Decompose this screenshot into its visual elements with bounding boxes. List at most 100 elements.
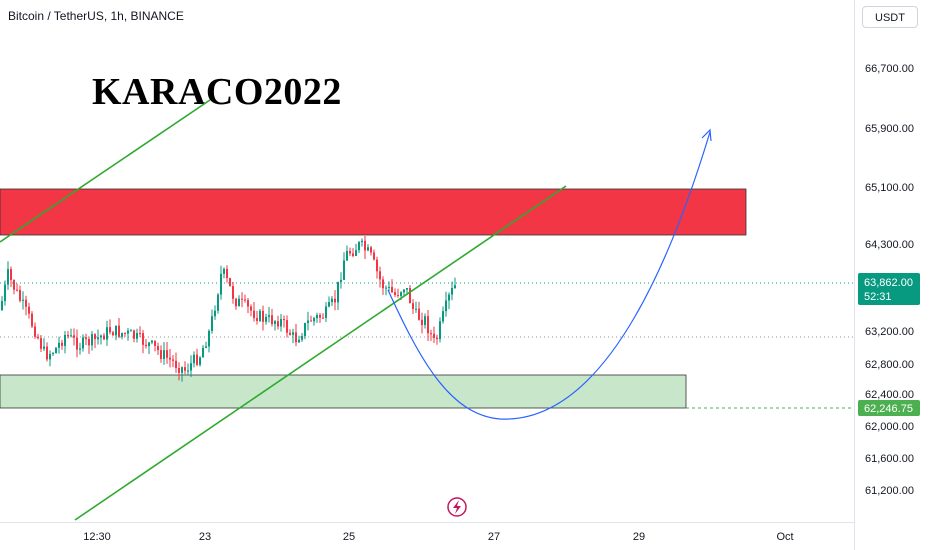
candle-body xyxy=(73,335,75,338)
candle-body xyxy=(259,310,261,321)
candle-body xyxy=(427,316,429,334)
candle-body xyxy=(292,332,294,335)
candle-body xyxy=(223,268,225,274)
candle-body xyxy=(310,320,312,322)
candle-body xyxy=(364,240,366,251)
candle-body xyxy=(4,284,6,302)
candle-body xyxy=(208,330,210,347)
time-tick-label: Oct xyxy=(776,531,793,543)
projection-curve[interactable] xyxy=(387,131,711,420)
candle-body xyxy=(235,298,237,307)
candle-body xyxy=(61,342,63,346)
time-tick-label: 12:30 xyxy=(83,531,111,543)
candle-body xyxy=(136,333,138,339)
candle-body xyxy=(187,370,189,372)
candle-body xyxy=(118,325,120,337)
candle-body xyxy=(175,360,177,369)
candle-body xyxy=(265,316,267,322)
time-tick-label: 25 xyxy=(343,531,355,543)
candle-body xyxy=(64,334,66,346)
projection-arrowhead xyxy=(701,128,712,142)
candle-body xyxy=(394,292,396,295)
candle-body xyxy=(271,315,273,325)
candle-body xyxy=(121,332,123,337)
candle-body xyxy=(172,359,174,361)
candle-body xyxy=(94,334,96,340)
candle-body xyxy=(226,268,228,279)
candle-body xyxy=(178,368,180,373)
price-tick-label: 65,100.00 xyxy=(865,182,914,194)
upper-trendline[interactable] xyxy=(0,99,211,243)
candle-body xyxy=(151,340,153,343)
candle-body xyxy=(46,346,48,360)
candle-body xyxy=(184,367,186,371)
candle-body xyxy=(103,335,105,340)
symbol-header[interactable]: Bitcoin / TetherUS, 1h, BINANCE xyxy=(8,9,184,23)
countdown-label: 52:31 xyxy=(864,291,892,303)
candle-body xyxy=(361,240,363,243)
candle-body xyxy=(148,342,150,347)
candle-body xyxy=(409,287,411,304)
currency-button[interactable]: USDT xyxy=(862,6,918,28)
candle-body xyxy=(181,367,183,373)
candle-body xyxy=(352,253,354,256)
candle-body xyxy=(424,316,426,326)
candle-body xyxy=(370,247,372,253)
candle-body xyxy=(262,310,264,322)
time-tick-label: 27 xyxy=(488,531,500,543)
candle-body xyxy=(91,334,93,346)
price-tick-label: 61,200.00 xyxy=(865,485,914,497)
candle-body xyxy=(319,314,321,318)
candle-body xyxy=(448,294,450,301)
candle-body xyxy=(232,286,234,299)
candle-body xyxy=(436,337,438,340)
lightning-icon[interactable] xyxy=(447,497,467,517)
candle-body xyxy=(334,298,336,303)
candle-body xyxy=(199,357,201,365)
candle-body xyxy=(301,336,303,340)
candle-body xyxy=(25,299,27,307)
candle-body xyxy=(220,273,222,295)
candle-body xyxy=(340,279,342,282)
candle-body xyxy=(418,308,420,320)
candle-body xyxy=(154,340,156,347)
candle-body xyxy=(115,325,117,336)
candle-body xyxy=(10,269,12,281)
level-price-label: 62,246.75 xyxy=(864,403,913,415)
candle-body xyxy=(382,279,384,289)
candles-group xyxy=(1,236,456,382)
price-tick-label: 63,200.00 xyxy=(865,326,914,338)
time-tick-label: 29 xyxy=(633,531,645,543)
candle-body xyxy=(346,251,348,261)
resistance-zone[interactable] xyxy=(0,188,747,236)
candle-body xyxy=(211,316,213,331)
candle-body xyxy=(193,354,195,364)
price-tick-label: 62,000.00 xyxy=(865,421,914,433)
candle-body xyxy=(445,300,447,312)
time-axis[interactable]: 12:30 23 25 27 29 Oct xyxy=(83,531,793,543)
candle-body xyxy=(343,260,345,280)
support-zone[interactable] xyxy=(0,374,687,409)
candle-body xyxy=(412,303,414,309)
price-tick-label: 64,300.00 xyxy=(865,239,914,251)
candle-body xyxy=(244,299,246,301)
candle-body xyxy=(70,335,72,337)
candle-body xyxy=(130,330,132,332)
price-axis[interactable]: 66,700.00 65,900.00 65,100.00 64,300.00 63,2… xyxy=(865,63,914,497)
candle-body xyxy=(349,251,351,254)
candle-body xyxy=(421,319,423,326)
candle-body xyxy=(67,334,69,337)
candle-body xyxy=(52,353,54,355)
candle-body xyxy=(433,333,435,338)
candle-body xyxy=(43,346,45,349)
candle-body xyxy=(133,330,135,339)
candle-body xyxy=(163,350,165,359)
candle-body xyxy=(106,327,108,340)
lower-trendline[interactable] xyxy=(74,185,567,521)
candle-body xyxy=(217,294,219,311)
candle-body xyxy=(37,336,39,339)
candle-body xyxy=(328,302,330,307)
candle-body xyxy=(274,321,276,325)
candle-body xyxy=(403,289,405,293)
